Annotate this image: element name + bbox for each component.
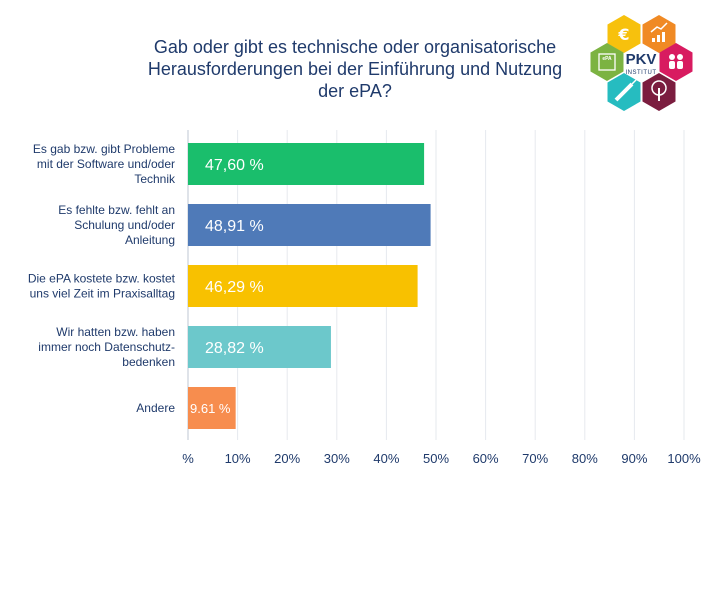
bar-data-label: 9.61 % — [190, 401, 231, 416]
rising-bar-icon — [662, 32, 665, 42]
bar — [188, 387, 236, 429]
bar — [188, 143, 425, 185]
x-axis-ticks: % 10% 20% 30% 40% 50% 60% 70% 80% 90% 100% — [182, 451, 701, 466]
x-tick-label: 70% — [522, 451, 548, 466]
card-text: ePA — [602, 56, 612, 62]
bar — [188, 204, 431, 246]
rising-bar-icon — [657, 35, 660, 42]
logo-subtitle: INSTITUT — [626, 70, 657, 76]
person-body-icon — [677, 61, 683, 69]
card-frame-icon — [598, 53, 616, 71]
category-label: Andere — [136, 401, 175, 415]
rising-line-icon — [650, 22, 668, 33]
category-label: Die ePA kostete bzw. kostet uns viel Zeit… — [28, 272, 176, 301]
x-tick-label: 100% — [667, 451, 701, 466]
bar — [188, 326, 331, 368]
people-icon — [659, 43, 693, 81]
person-head-icon — [677, 54, 683, 60]
x-tick-label: 50% — [423, 451, 449, 466]
chart-title-line: Herausforderungen bei der Einführung und… — [147, 59, 563, 79]
person-head-icon — [669, 54, 675, 60]
bars: 47,60 % 48,91 % 46,29 % 28,82 % 9.61 % — [188, 143, 431, 429]
epa-card-icon — [590, 43, 624, 81]
syringe-body-icon — [614, 82, 634, 102]
chart-title-line: Gab oder gibt es technische oder organis… — [153, 37, 557, 57]
bar-data-label: 48,91 % — [205, 218, 264, 235]
category-label: Es gab bzw. gibt Probleme mit der Softwar… — [33, 142, 176, 186]
bar-data-label: 47,60 % — [205, 157, 264, 174]
person-body-icon — [669, 61, 675, 69]
bar-data-label: 28,82 % — [205, 340, 264, 357]
x-tick-label: 10% — [225, 451, 251, 466]
x-tick-label: 60% — [473, 451, 499, 466]
logo-name: PKV — [626, 51, 657, 68]
chart-title-line: der ePA? — [318, 81, 392, 101]
x-tick-label: % — [182, 451, 194, 466]
category-label: Es fehlte bzw. fehlt an Schulung und/oder… — [58, 203, 175, 247]
category-labels: Es gab bzw. gibt Probleme mit der Softwar… — [28, 142, 176, 415]
x-tick-label: 20% — [274, 451, 300, 466]
category-label: Wir hatten bzw. haben immer noch Datensch… — [38, 325, 175, 369]
chart-title: Gab oder gibt es technische oder organis… — [120, 36, 590, 102]
x-tick-label: 40% — [373, 451, 399, 466]
bar — [188, 265, 418, 307]
euro-glyph-icon: € — [617, 25, 629, 44]
x-tick-label: 30% — [324, 451, 350, 466]
x-tick-label: 90% — [621, 451, 647, 466]
rising-bar-icon — [652, 38, 655, 42]
syringe-needle-icon — [631, 79, 637, 85]
pkv-institut-logo: € ePA PKV INSTITUT — [590, 15, 693, 111]
euro-icon — [607, 15, 641, 53]
bar-data-label: 46,29 % — [205, 279, 264, 296]
rising-chart-icon — [642, 15, 676, 53]
x-tick-label: 80% — [572, 451, 598, 466]
